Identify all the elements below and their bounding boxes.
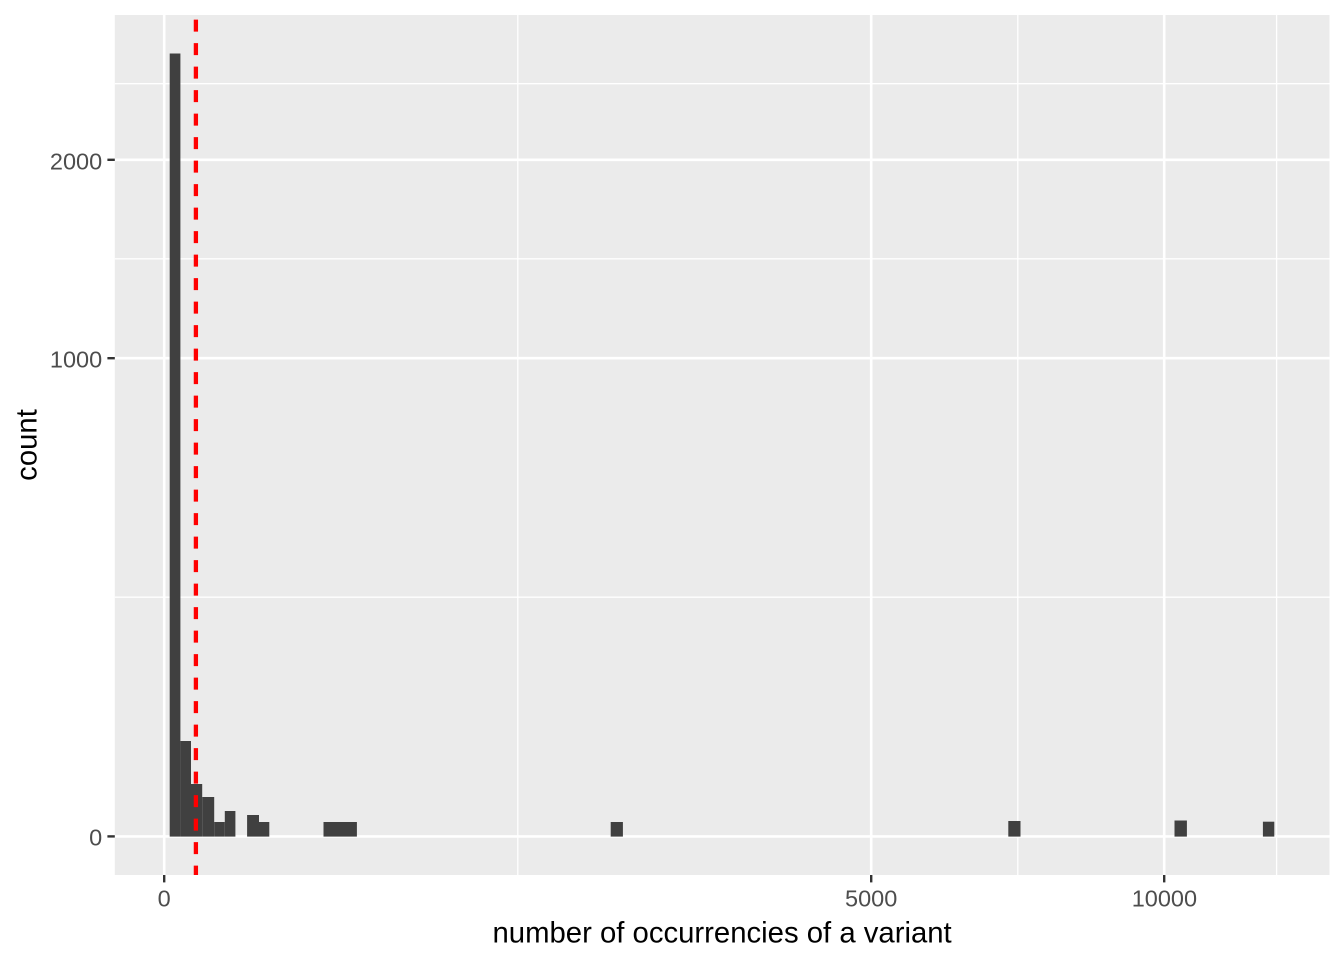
svg-text:count: count <box>11 409 44 481</box>
svg-text:10000: 10000 <box>1132 885 1197 911</box>
svg-text:0: 0 <box>158 885 171 911</box>
svg-text:0: 0 <box>89 825 102 851</box>
svg-text:1000: 1000 <box>50 346 102 372</box>
svg-text:2000: 2000 <box>50 148 102 174</box>
svg-text:number of occurrencies of a va: number of occurrencies of a variant <box>492 916 951 949</box>
svg-text:5000: 5000 <box>845 885 897 911</box>
